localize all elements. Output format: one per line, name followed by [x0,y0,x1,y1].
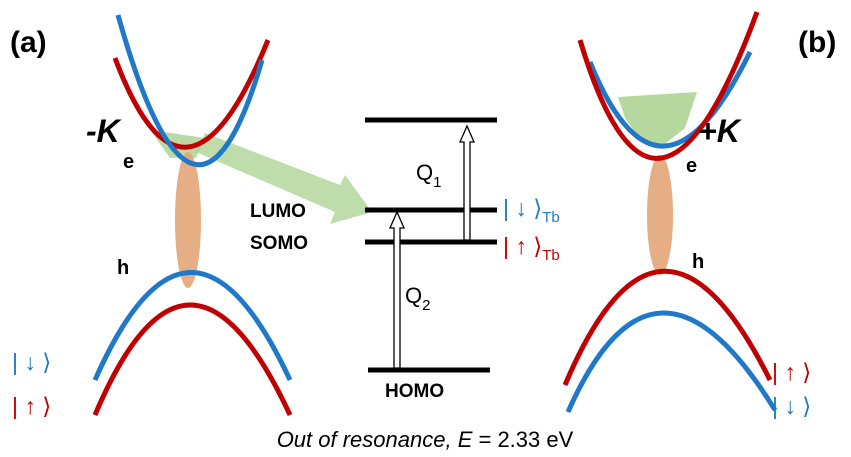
state-label: | ↑ ⟩Tb [503,233,560,264]
caption-prefix: Out of resonance, [277,427,458,452]
valence-band-up [565,271,770,385]
panel-b: (b) +K e h | ↑ ⟩ | ↓ ⟩ [565,12,836,419]
q-subscript: 1 [433,174,441,191]
panel-label: (b) [798,26,836,59]
valley-label: -K [86,113,123,149]
valley-label: +K [698,113,743,149]
exciton [175,152,201,288]
caption-rest: = 2.33 eV [472,427,573,452]
ket-subscript: Tb [542,247,560,264]
diagram: (a) -K e h | ↓ ⟩ | ↑ ⟩ LUMO SOMO HOMO Q1… [0,0,851,457]
conduction-band-up [115,40,268,147]
panel-a: (a) -K e h | ↓ ⟩ | ↑ ⟩ [10,15,372,419]
panel-label: (a) [10,26,47,59]
spin-label: | ↑ ⟩ [772,359,811,385]
q-symbol: Q [416,160,433,185]
levels [365,120,497,370]
exciton [647,155,673,275]
ket-subscript: Tb [542,209,560,226]
valence-band-down [568,313,775,412]
transition-label: Q2 [405,283,430,314]
arrow-q2 [390,212,404,368]
spin-label: | ↓ ⟩ [12,349,51,375]
arrow-q1 [460,126,474,240]
electron-label: e [123,151,134,173]
hole-label: h [692,251,704,273]
transition-label: Q1 [416,160,441,191]
q-subscript: 2 [422,297,430,314]
hole-label: h [117,257,129,279]
state-label: | ↓ ⟩Tb [503,195,560,226]
level-label: SOMO [250,233,308,254]
q-symbol: Q [405,283,422,308]
caption: Out of resonance, E = 2.33 eV [277,427,574,452]
caption-variable: E [458,427,473,452]
ket: | ↓ ⟩ [503,195,542,221]
ket: | ↑ ⟩ [503,233,542,259]
level-label: HOMO [385,381,444,402]
spin-label: | ↓ ⟩ [772,393,811,419]
level-label: LUMO [250,201,306,222]
spin-label: | ↑ ⟩ [12,393,51,419]
electron-label: e [686,155,697,177]
